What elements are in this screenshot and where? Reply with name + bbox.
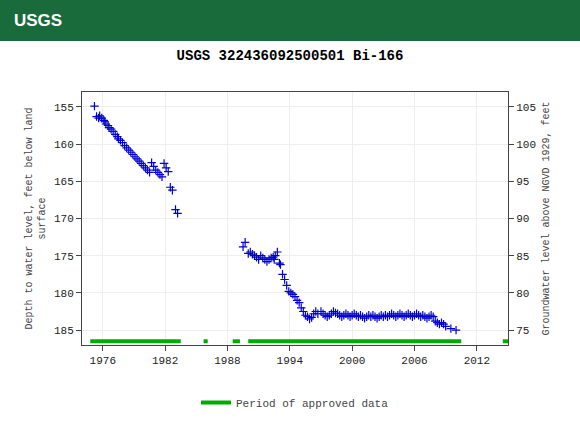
svg-text:90: 90 xyxy=(516,213,529,225)
svg-text:2012: 2012 xyxy=(464,355,490,367)
svg-text:2000: 2000 xyxy=(339,355,365,367)
svg-text:85: 85 xyxy=(516,251,529,263)
svg-text:185: 185 xyxy=(54,325,74,337)
svg-text:165: 165 xyxy=(54,176,74,188)
svg-text:1994: 1994 xyxy=(277,355,304,367)
svg-text:75: 75 xyxy=(516,325,529,337)
svg-text:Depth to water level, feet bel: Depth to water level, feet below landsur… xyxy=(24,107,48,329)
svg-text:160: 160 xyxy=(54,139,74,151)
svg-text:Groundwater level above NGVD 1: Groundwater level above NGVD 1929, feet xyxy=(541,101,552,335)
svg-text:95: 95 xyxy=(516,176,529,188)
svg-text:175: 175 xyxy=(54,251,74,263)
svg-text:2006: 2006 xyxy=(401,355,427,367)
svg-text:USGS 322436092500501 Bi-166: USGS 322436092500501 Bi-166 xyxy=(177,48,404,64)
svg-text:1988: 1988 xyxy=(214,355,240,367)
svg-text:USGS: USGS xyxy=(14,11,62,30)
svg-text:180: 180 xyxy=(54,288,74,300)
svg-text:105: 105 xyxy=(516,102,536,114)
svg-text:1982: 1982 xyxy=(152,355,178,367)
svg-text:100: 100 xyxy=(516,139,536,151)
svg-text:170: 170 xyxy=(54,213,74,225)
svg-text:Period of approved data: Period of approved data xyxy=(236,398,388,410)
svg-text:1976: 1976 xyxy=(90,355,116,367)
svg-text:80: 80 xyxy=(516,288,529,300)
svg-text:155: 155 xyxy=(54,102,74,114)
